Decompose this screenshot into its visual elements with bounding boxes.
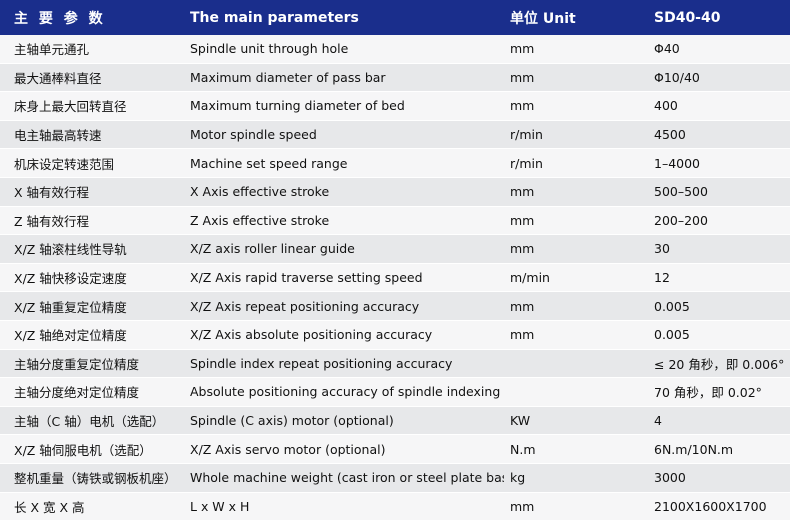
param-value: 30 bbox=[654, 241, 670, 257]
table-row: 整机重量（铸铁或钢板机座） Whole machine weight (cast … bbox=[0, 463, 790, 493]
param-name-en: Motor spindle speed bbox=[190, 127, 317, 143]
table-row: X/Z 轴滚柱线性导轨 X/Z axis roller linear guide m… bbox=[0, 235, 790, 264]
param-name-en: X/Z axis roller linear guide bbox=[190, 241, 355, 257]
param-unit: mm bbox=[510, 184, 535, 200]
table-row: 长 X 宽 X 高 L x W x H mm 2100X1600X1700 bbox=[0, 492, 790, 521]
param-unit: KW bbox=[510, 413, 531, 429]
param-unit: mm bbox=[510, 327, 535, 343]
param-name-cn: 床身上最大回转直径 bbox=[14, 99, 127, 115]
table-row: X/Z 轴快移设定速度 X/Z Axis rapid traverse setti… bbox=[0, 263, 790, 293]
param-name-cn: 主轴分度绝对定位精度 bbox=[14, 385, 140, 401]
param-unit: mm bbox=[510, 298, 535, 314]
table-row: X/Z 轴伺服电机（选配） X/Z Axis servo motor (optio… bbox=[0, 435, 790, 464]
table-row: X 轴有效行程 X Axis effective stroke mm 500–500 bbox=[0, 177, 790, 207]
param-name-cn: 主轴单元通孔 bbox=[14, 42, 90, 58]
param-name-en: Machine set speed range bbox=[190, 155, 348, 171]
param-unit: mm bbox=[510, 41, 535, 57]
table-row: 机床设定转速范围 Machine set speed range r/min 1–40… bbox=[0, 149, 790, 178]
param-unit: N.m bbox=[510, 441, 536, 457]
param-name-cn: Z 轴有效行程 bbox=[14, 213, 90, 229]
param-name-cn: 最大通棒料直径 bbox=[14, 70, 102, 86]
header-en-title: The main parameters bbox=[190, 9, 359, 26]
param-unit: mm bbox=[510, 241, 535, 257]
param-name-cn: 整机重量（铸铁或钢板机座） bbox=[14, 471, 177, 487]
param-name-en: Whole machine weight (cast iron or steel… bbox=[190, 470, 504, 486]
param-name-en: Maximum diameter of pass bar bbox=[190, 69, 386, 85]
param-name-cn: X 轴有效行程 bbox=[14, 185, 90, 201]
table-row: 主轴（C 轴）电机（选配） Spindle (C axis) motor (opt… bbox=[0, 406, 790, 436]
param-name-en: L x W x H bbox=[190, 498, 250, 514]
param-value: 0.005 bbox=[654, 327, 690, 343]
param-name-en: Spindle unit through hole bbox=[190, 41, 349, 57]
param-unit: mm bbox=[510, 212, 535, 228]
header-model: SD40-40 bbox=[654, 9, 721, 26]
param-value: Φ10/40 bbox=[654, 69, 700, 85]
param-value: 1–4000 bbox=[654, 155, 701, 171]
param-name-en: X/Z Axis servo motor (optional) bbox=[190, 441, 386, 457]
param-unit: r/min bbox=[510, 127, 543, 143]
param-value: 500–500 bbox=[654, 184, 708, 200]
param-name-en: Absolute positioning accuracy of spindle… bbox=[190, 384, 501, 400]
table-row: 床身上最大回转直径 Maximum turning diameter of bed… bbox=[0, 92, 790, 121]
param-value: 4500 bbox=[654, 127, 686, 143]
param-unit: mm bbox=[510, 98, 535, 114]
param-name-en: Spindle index repeat positioning accurac… bbox=[190, 355, 453, 371]
table-row: 电主轴最高转速 Motor spindle speed r/min 4500 bbox=[0, 120, 790, 150]
param-value: 400 bbox=[654, 98, 678, 114]
param-name-cn: 机床设定转速范围 bbox=[14, 156, 115, 172]
param-name-cn: X/Z 轴伺服电机（选配） bbox=[14, 442, 152, 458]
param-unit: mm bbox=[510, 69, 535, 85]
param-name-en: Spindle (C axis) motor (optional) bbox=[190, 413, 394, 429]
param-name-cn: X/Z 轴快移设定速度 bbox=[14, 271, 127, 287]
param-name-en: X/Z Axis repeat positioning accuracy bbox=[190, 298, 420, 314]
header-cn-title: 主 要 参 数 bbox=[14, 10, 106, 27]
table-row: Z 轴有效行程 Z Axis effective stroke mm 200–200 bbox=[0, 206, 790, 236]
param-value: 4 bbox=[654, 413, 662, 429]
param-value: 2100X1600X1700 bbox=[654, 498, 767, 514]
table-header: 主 要 参 数 The main parameters 单位 Unit SD40… bbox=[0, 0, 790, 35]
param-name-cn: 长 X 宽 X 高 bbox=[14, 499, 85, 515]
table-row: 主轴分度绝对定位精度 Absolute positioning accuracy … bbox=[0, 378, 790, 407]
param-unit: m/min bbox=[510, 270, 550, 286]
param-unit: r/min bbox=[510, 155, 543, 171]
table-row: X/Z 轴绝对定位精度 X/Z Axis absolute positioning… bbox=[0, 320, 790, 350]
param-name-en: Z Axis effective stroke bbox=[190, 212, 330, 228]
param-value: 70 角秒，即 0.02° bbox=[654, 385, 762, 401]
param-name-en: X/Z Axis rapid traverse setting speed bbox=[190, 270, 423, 286]
param-name-cn: 主轴（C 轴）电机（选配） bbox=[14, 414, 165, 430]
table-body: 主轴单元通孔 Spindle unit through hole mm Φ40 最大通棒… bbox=[0, 35, 790, 521]
param-value: 3000 bbox=[654, 470, 686, 486]
table-row: 最大通棒料直径 Maximum diameter of pass bar mm Φ10… bbox=[0, 63, 790, 93]
param-name-cn: X/Z 轴重复定位精度 bbox=[14, 299, 127, 315]
param-value: 0.005 bbox=[654, 298, 690, 314]
param-name-cn: X/Z 轴绝对定位精度 bbox=[14, 328, 127, 344]
param-value: Φ40 bbox=[654, 41, 680, 57]
param-unit: kg bbox=[510, 470, 526, 486]
param-name-en: Maximum turning diameter of bed bbox=[190, 98, 405, 114]
param-value: ≤ 20 角秒，即 0.006° bbox=[654, 356, 785, 372]
param-name-en: X Axis effective stroke bbox=[190, 184, 330, 200]
table-row: X/Z 轴重复定位精度 X/Z Axis repeat positioning a… bbox=[0, 292, 790, 321]
param-value: 12 bbox=[654, 270, 670, 286]
param-name-en: X/Z Axis absolute positioning accuracy bbox=[190, 327, 433, 343]
table-row: 主轴分度重复定位精度 Spindle index repeat positioni… bbox=[0, 349, 790, 379]
param-name-cn: 主轴分度重复定位精度 bbox=[14, 356, 140, 372]
table-row: 主轴单元通孔 Spindle unit through hole mm Φ40 bbox=[0, 35, 790, 64]
header-unit: 单位 Unit bbox=[510, 10, 576, 27]
param-value: 6N.m/10N.m bbox=[654, 441, 734, 457]
param-name-cn: X/Z 轴滚柱线性导轨 bbox=[14, 242, 127, 258]
param-value: 200–200 bbox=[654, 212, 708, 228]
param-name-cn: 电主轴最高转速 bbox=[14, 128, 102, 144]
param-unit: mm bbox=[510, 498, 535, 514]
